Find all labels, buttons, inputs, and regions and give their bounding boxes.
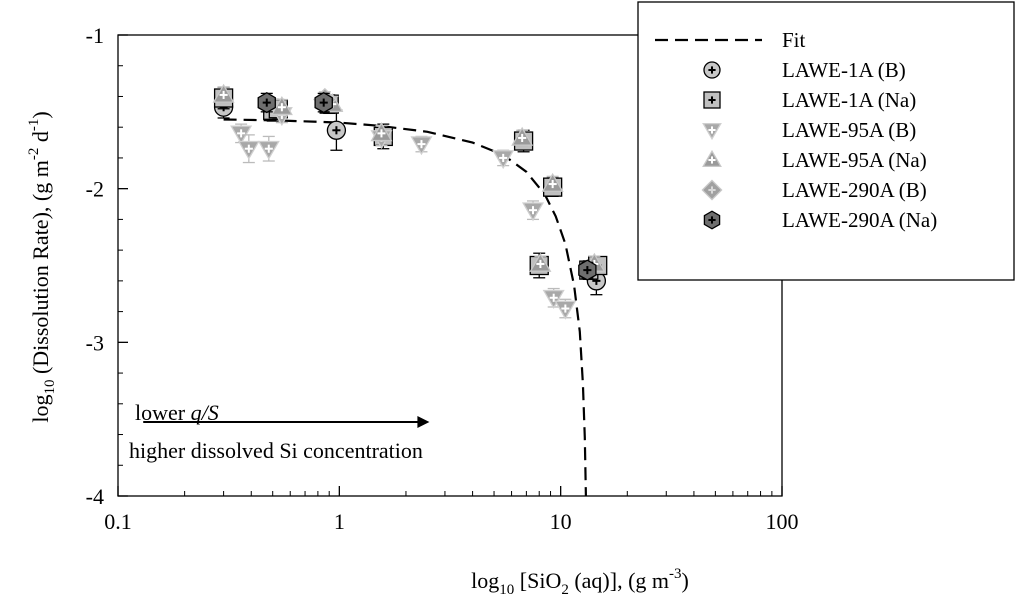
x-tick-label: 100	[766, 509, 799, 534]
data-point	[326, 109, 347, 151]
data-point	[542, 287, 565, 309]
x-tick-label: 1	[334, 509, 345, 534]
data-point	[257, 135, 280, 162]
y-tick-label: -1	[86, 23, 104, 48]
legend-label: LAWE-1A (Na)	[782, 88, 916, 112]
data-point	[370, 122, 393, 142]
data-point	[554, 298, 577, 320]
legend-label: LAWE-95A (B)	[782, 118, 916, 142]
legend-item: LAWE-290A (B)	[701, 178, 927, 202]
data-point	[541, 172, 564, 193]
data-series	[212, 83, 608, 320]
data-point	[492, 149, 515, 170]
y-tick-label: -3	[86, 330, 104, 355]
y-axis-ticks: -1 -2 -3 -4	[86, 23, 128, 509]
q-over-s-annotation: lower q/S higher dissolved Si concentrat…	[129, 400, 430, 463]
series-5	[257, 91, 597, 281]
legend-label: LAWE-1A (B)	[782, 58, 906, 82]
legend-item: LAWE-290A (Na)	[703, 208, 937, 232]
legend-label: LAWE-290A (B)	[782, 178, 927, 202]
y-tick-label: -2	[86, 177, 104, 202]
x-axis-title: log10 [SiO2 (aq)], (g m-3)	[471, 566, 689, 598]
legend-item: LAWE-95A (Na)	[702, 148, 927, 172]
legend-item: LAWE-1A (Na)	[703, 88, 916, 112]
data-point	[314, 91, 333, 114]
legend-item: LAWE-1A (B)	[703, 58, 906, 82]
x-tick-label: 0.1	[104, 509, 132, 534]
legend-box	[637, 1, 1015, 281]
legend-label: LAWE-95A (Na)	[782, 148, 927, 172]
data-point	[529, 252, 552, 273]
x-tick-label: 10	[550, 509, 572, 534]
legend-items: Fit LAWE-1A (B) LAWE-1A (Na) LAWE-95A (B) LA…	[655, 28, 937, 232]
data-point	[237, 134, 260, 164]
higher-si-label: higher dissolved Si concentration	[129, 438, 423, 463]
data-point	[270, 96, 293, 116]
x-axis-ticks: 0.1 1 10 100	[104, 486, 799, 534]
data-point	[230, 123, 253, 145]
data-point	[578, 259, 597, 281]
data-point	[410, 135, 433, 156]
legend-item-fit: Fit	[655, 28, 806, 52]
legend-label: LAWE-290A (Na)	[782, 208, 937, 232]
data-point	[212, 83, 235, 104]
data-point	[257, 91, 276, 114]
arrow-head-icon	[417, 416, 430, 428]
data-point	[511, 126, 534, 147]
legend-label: Fit	[782, 28, 806, 52]
y-axis-title: log10 (Dissolution Rate), (g m-2 d-1)	[26, 111, 58, 422]
plot-area: 0.1 1 10 100 -1 -2 -3 -4	[86, 23, 799, 534]
data-point	[521, 200, 545, 222]
y-tick-label: -4	[86, 484, 104, 509]
lower-q-s-label: lower q/S	[135, 400, 219, 425]
legend: Fit LAWE-1A (B) LAWE-1A (Na) LAWE-95A (B) LA…	[637, 1, 1015, 281]
legend-item: LAWE-95A (B)	[702, 118, 916, 142]
